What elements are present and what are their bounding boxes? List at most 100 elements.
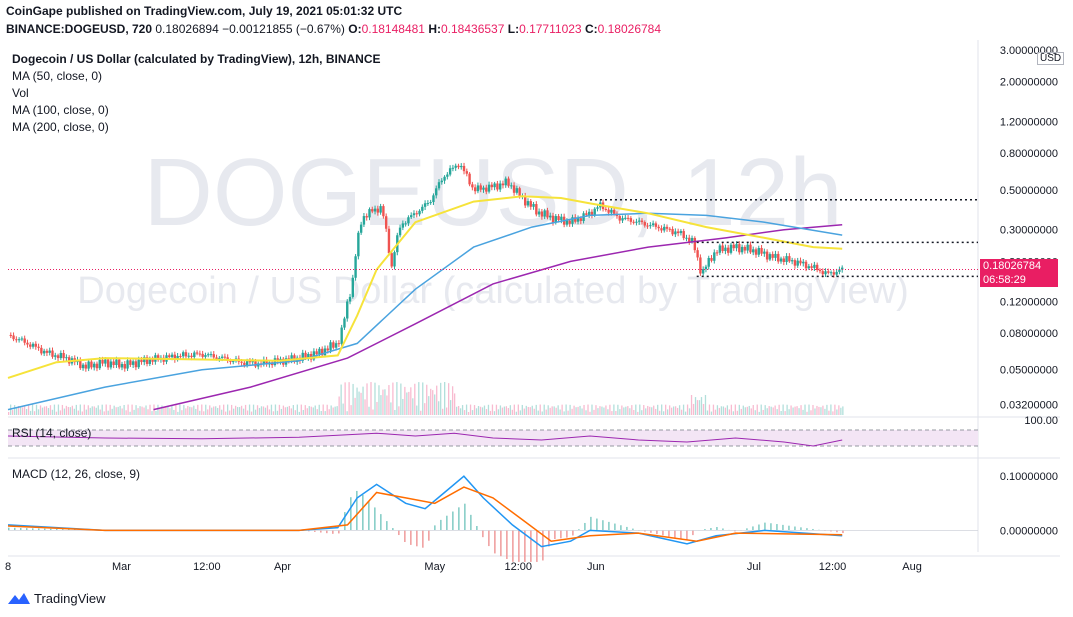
volume-bar bbox=[440, 382, 442, 415]
candle-body bbox=[148, 359, 152, 364]
candle-body bbox=[59, 352, 63, 359]
macd-histogram-bar bbox=[668, 530, 670, 537]
macd-histogram-bar bbox=[656, 530, 658, 535]
macd-histogram-bar bbox=[62, 529, 64, 531]
candle-body bbox=[587, 211, 591, 215]
candle-body bbox=[65, 357, 68, 359]
watermark-description: Dogecoin / US Dollar (calculated by Trad… bbox=[77, 270, 908, 312]
volume-bar bbox=[442, 408, 444, 415]
volume-bar bbox=[430, 388, 432, 415]
macd-histogram-bar bbox=[830, 530, 832, 532]
volume-bar bbox=[629, 408, 631, 415]
volume-bar bbox=[105, 404, 107, 415]
volume-bar bbox=[661, 404, 663, 415]
candle-body bbox=[485, 187, 488, 192]
candle-body bbox=[701, 269, 705, 274]
candle-body bbox=[109, 361, 113, 368]
volume-bar bbox=[23, 405, 26, 415]
open-value: 0.18148481 bbox=[361, 22, 425, 36]
volume-bar bbox=[806, 411, 808, 415]
candle-body bbox=[765, 251, 769, 260]
macd-histogram-bar bbox=[314, 530, 316, 532]
candle-body bbox=[546, 210, 549, 218]
legend-macd[interactable]: MACD (12, 26, close, 9) bbox=[12, 467, 141, 481]
volume-bar bbox=[131, 404, 133, 415]
ma100-line bbox=[7, 212, 843, 411]
candle-body bbox=[243, 362, 246, 366]
volume-bar bbox=[467, 411, 470, 415]
low-key: L: bbox=[507, 22, 520, 36]
volume-bar bbox=[97, 405, 99, 415]
volume-bar bbox=[215, 406, 217, 415]
macd-histogram-bar bbox=[680, 530, 682, 540]
volume-bar bbox=[551, 406, 553, 415]
volume-bar bbox=[670, 407, 673, 415]
candle-body bbox=[476, 185, 480, 192]
candle-body bbox=[640, 220, 644, 223]
candle-body bbox=[752, 249, 755, 253]
volume-bar bbox=[121, 408, 123, 415]
candle-body bbox=[788, 256, 791, 262]
candle-body bbox=[763, 251, 766, 254]
current-price-tag: 0.18026784 bbox=[980, 259, 1058, 273]
volume-bar bbox=[99, 409, 101, 415]
volume-bar bbox=[338, 396, 340, 415]
candle-body bbox=[17, 339, 21, 341]
volume-bar bbox=[195, 408, 197, 415]
price-change: −0.00121855 (−0.67%) bbox=[222, 22, 345, 36]
volume-bar bbox=[493, 411, 496, 415]
macd-histogram-bar bbox=[26, 528, 28, 531]
time-tick-label: 12:00 bbox=[819, 561, 847, 573]
candle-body bbox=[418, 210, 421, 215]
volume-bar bbox=[324, 411, 326, 415]
candle-body bbox=[351, 277, 355, 297]
volume-bar bbox=[491, 404, 494, 415]
candle-body bbox=[156, 355, 160, 361]
volume-bar bbox=[587, 404, 589, 415]
legend-ma100[interactable]: MA (100, close, 0) bbox=[12, 103, 109, 117]
macd-histogram-bar bbox=[452, 511, 454, 531]
volume-bar bbox=[768, 406, 770, 415]
volume-bar bbox=[57, 404, 60, 415]
volume-bar bbox=[451, 386, 454, 415]
volume-bar bbox=[694, 397, 697, 415]
candle-body bbox=[393, 252, 396, 267]
volume-bar bbox=[730, 404, 733, 415]
volume-bar bbox=[33, 411, 36, 415]
macd-histogram-bar bbox=[602, 520, 604, 531]
tradingview-logo-icon bbox=[8, 592, 30, 604]
volume-bar bbox=[358, 391, 360, 415]
legend-ma200[interactable]: MA (200, close, 0) bbox=[12, 120, 109, 134]
volume-bar bbox=[436, 385, 438, 415]
legend-vol[interactable]: Vol bbox=[12, 86, 29, 100]
macd-histogram-bar bbox=[500, 530, 502, 557]
volume-bar bbox=[748, 405, 750, 415]
volume-bar bbox=[736, 410, 738, 415]
volume-bar bbox=[113, 405, 115, 415]
legend-ma50[interactable]: MA (50, close, 0) bbox=[12, 69, 103, 83]
volume-bar bbox=[432, 390, 434, 415]
tradingview-logo[interactable]: TradingView bbox=[8, 591, 106, 606]
candle-body bbox=[440, 180, 443, 183]
macd-histogram-bar bbox=[626, 526, 628, 531]
macd-histogram-bar bbox=[548, 530, 550, 547]
volume-bar bbox=[242, 408, 245, 415]
volume-bar bbox=[330, 405, 332, 415]
macd-histogram-bar bbox=[800, 527, 802, 531]
volume-bar bbox=[109, 404, 111, 415]
volume-bar bbox=[414, 383, 416, 415]
legend-rsi[interactable]: RSI (14, close) bbox=[12, 426, 92, 440]
macd-histogram-bar bbox=[416, 530, 418, 547]
candle-body bbox=[9, 334, 12, 336]
volume-bar bbox=[593, 409, 595, 415]
candle-body bbox=[604, 209, 608, 211]
volume-bar bbox=[169, 408, 171, 415]
volume-bar bbox=[643, 405, 645, 415]
macd-histogram-bar bbox=[704, 529, 706, 531]
candle-body bbox=[632, 221, 635, 223]
candle-body bbox=[454, 165, 457, 168]
candle-body bbox=[398, 227, 402, 236]
candle-body bbox=[31, 343, 35, 347]
macd-histogram-bar bbox=[794, 526, 796, 531]
